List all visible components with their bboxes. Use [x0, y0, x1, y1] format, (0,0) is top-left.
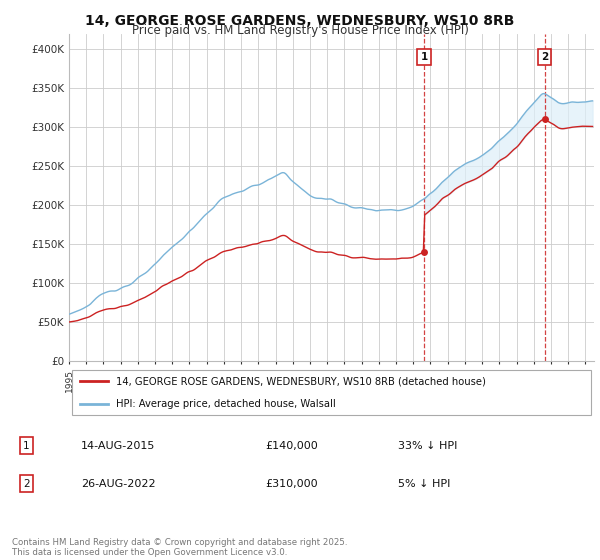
Text: 1: 1	[23, 441, 30, 451]
Text: 2: 2	[23, 479, 30, 489]
Text: 5% ↓ HPI: 5% ↓ HPI	[398, 479, 450, 489]
FancyBboxPatch shape	[71, 370, 592, 415]
Text: 14-AUG-2015: 14-AUG-2015	[81, 441, 155, 451]
Text: Contains HM Land Registry data © Crown copyright and database right 2025.
This d: Contains HM Land Registry data © Crown c…	[12, 538, 347, 557]
Text: £310,000: £310,000	[265, 479, 318, 489]
Text: £140,000: £140,000	[265, 441, 318, 451]
Text: Price paid vs. HM Land Registry's House Price Index (HPI): Price paid vs. HM Land Registry's House …	[131, 24, 469, 37]
Text: 14, GEORGE ROSE GARDENS, WEDNESBURY, WS10 8RB: 14, GEORGE ROSE GARDENS, WEDNESBURY, WS1…	[85, 14, 515, 28]
Text: 26-AUG-2022: 26-AUG-2022	[81, 479, 156, 489]
Text: 14, GEORGE ROSE GARDENS, WEDNESBURY, WS10 8RB (detached house): 14, GEORGE ROSE GARDENS, WEDNESBURY, WS1…	[116, 376, 486, 386]
Text: 2: 2	[541, 52, 548, 62]
Text: 33% ↓ HPI: 33% ↓ HPI	[398, 441, 457, 451]
Text: 1: 1	[421, 52, 428, 62]
Text: HPI: Average price, detached house, Walsall: HPI: Average price, detached house, Wals…	[116, 399, 336, 409]
